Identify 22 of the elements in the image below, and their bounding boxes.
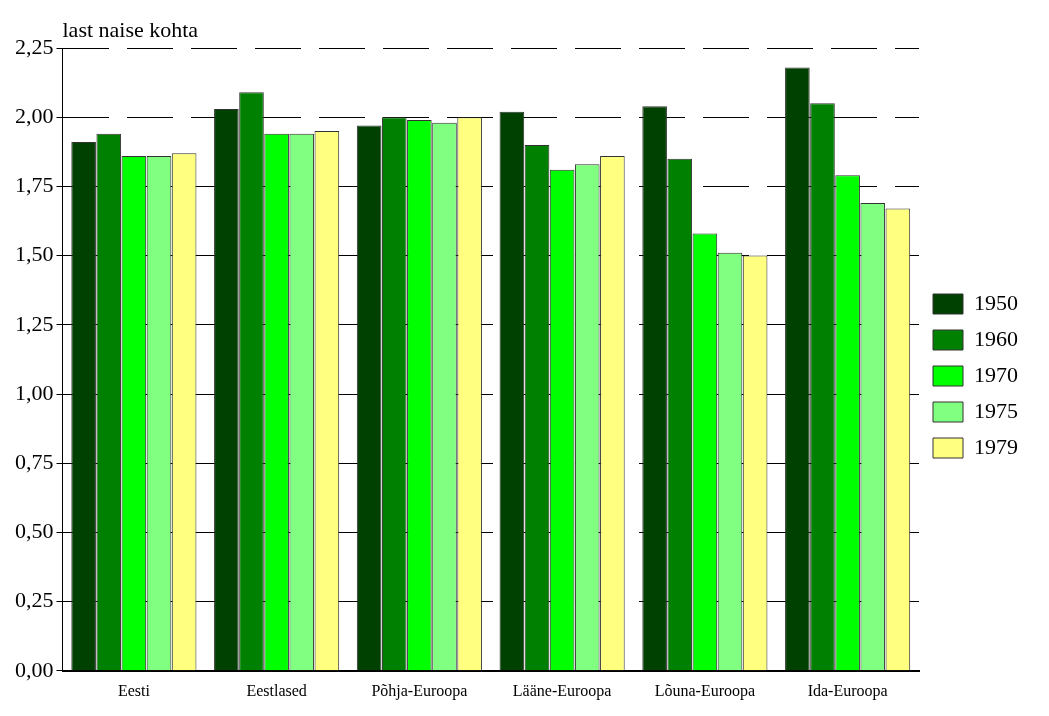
y-tick-label: 2,00 bbox=[15, 102, 54, 128]
y-tick-label: 1,75 bbox=[15, 172, 54, 198]
y-tick-label: 0,00 bbox=[15, 656, 54, 682]
x-tick-label: Lääne-Euroopa bbox=[512, 681, 612, 700]
y-tick-label: 1,00 bbox=[15, 379, 54, 405]
y-tick-label: 1,25 bbox=[15, 310, 54, 336]
x-tick-label: Eesti bbox=[117, 681, 151, 699]
y-tick-label: 0,75 bbox=[15, 448, 54, 474]
x-tick-label: Lõuna-Euroopa bbox=[654, 681, 756, 700]
x-tick-label: Ida-Euroopa bbox=[807, 681, 888, 700]
y-axis-title: last naise kohta bbox=[62, 16, 199, 42]
y-tick-label: 0,25 bbox=[15, 587, 54, 613]
y-tick-label: 1,50 bbox=[15, 241, 54, 267]
y-tick-label: 0,50 bbox=[15, 518, 54, 544]
legend-label: 1960 bbox=[974, 325, 1018, 351]
legend-label: 1970 bbox=[974, 361, 1018, 387]
x-tick-label: Eestlased bbox=[246, 681, 307, 699]
legend-label: 1975 bbox=[974, 397, 1018, 423]
y-tick-label: 2,25 bbox=[15, 33, 54, 59]
x-tick-label: Põhja-Euroopa bbox=[371, 681, 468, 700]
legend-label: 1950 bbox=[974, 289, 1018, 315]
legend-label: 1979 bbox=[974, 433, 1018, 459]
